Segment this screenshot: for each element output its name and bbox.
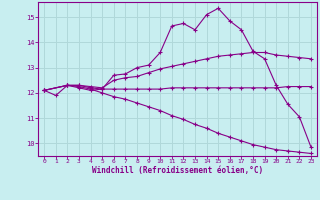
X-axis label: Windchill (Refroidissement éolien,°C): Windchill (Refroidissement éolien,°C) — [92, 166, 263, 175]
